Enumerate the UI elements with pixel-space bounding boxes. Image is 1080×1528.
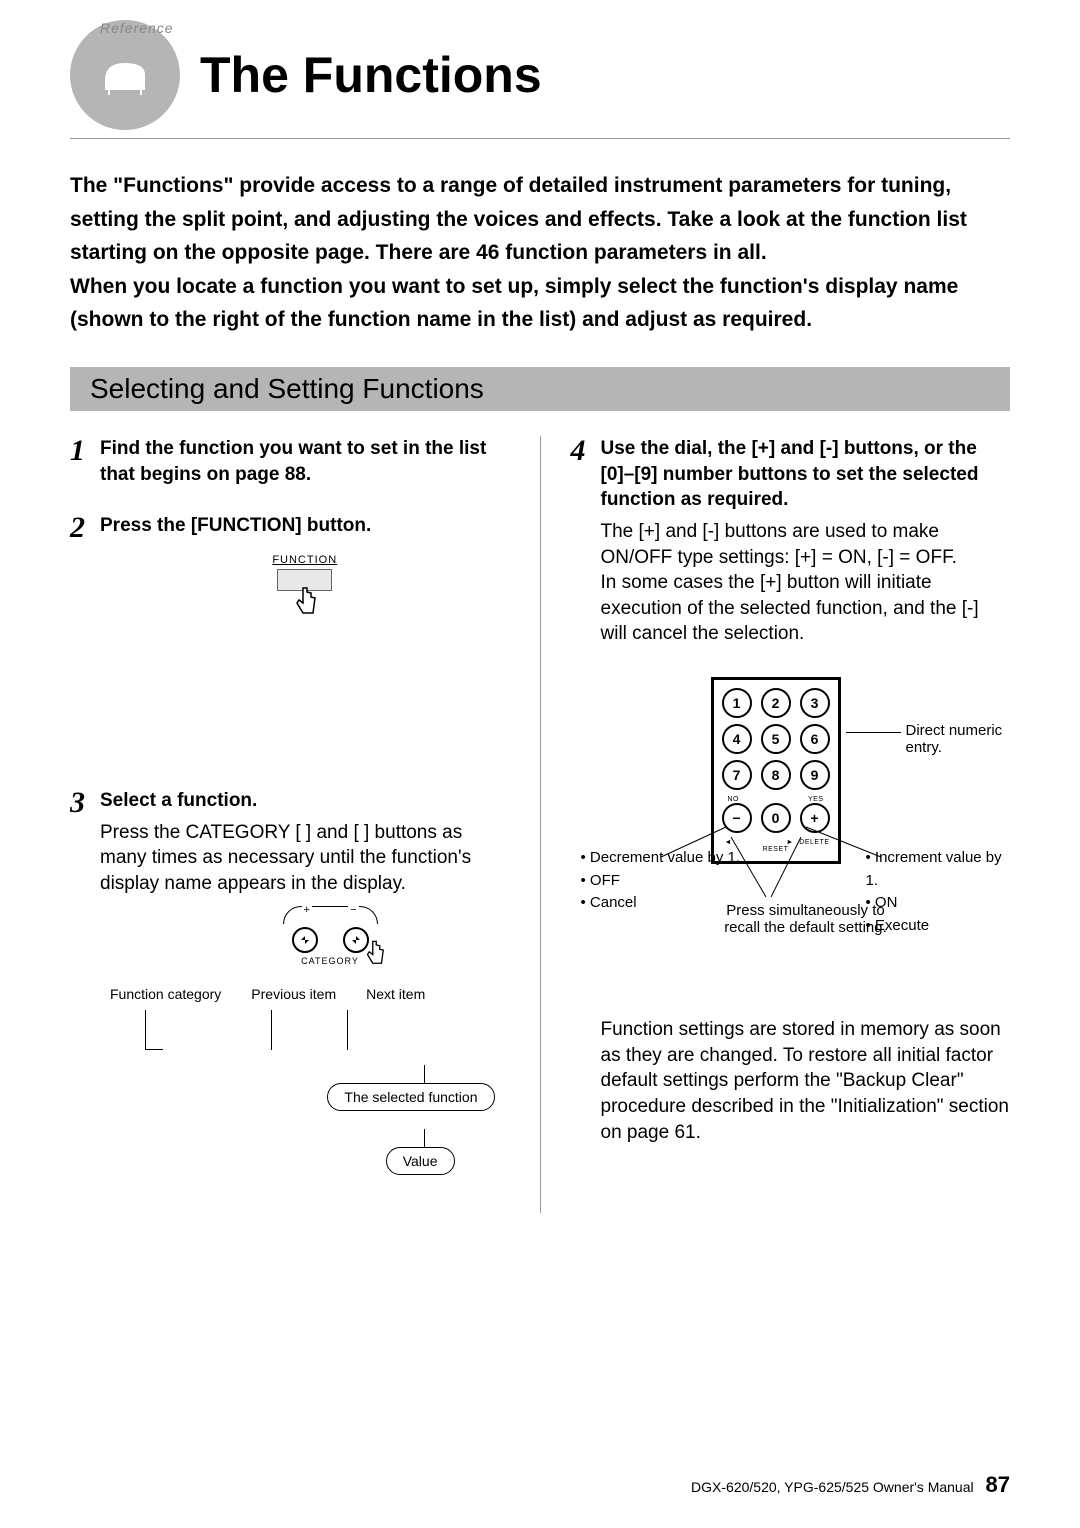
key-7: 7 <box>722 760 752 790</box>
step-4-text: The [+] and [-] buttons are used to make… <box>601 519 1011 647</box>
key-4: 4 <box>722 724 752 754</box>
step-2-head: Press the [FUNCTION] button. <box>100 513 510 539</box>
page-number: 87 <box>986 1472 1010 1497</box>
function-label: FUNCTION <box>100 554 510 566</box>
intro-text: The "Functions" provide access to a rang… <box>70 169 1010 337</box>
selected-function-callout: The selected function <box>100 1065 495 1111</box>
step-2: 2 Press the [FUNCTION] button. FUNCTION <box>70 513 510 688</box>
category-figure: CATEGORY <box>240 906 420 966</box>
reset-note: Press simultaneously to recall the defau… <box>716 902 896 936</box>
bullet-item: • Decrement value by 1. <box>581 847 741 870</box>
step-4-head: Use the dial, the [+] and [-] buttons, o… <box>601 436 1011 513</box>
hand-icon <box>357 937 392 972</box>
legend-row: Function category Previous item Next ite… <box>110 986 510 1002</box>
pill-value: Value <box>386 1147 455 1175</box>
section-heading: Selecting and Setting Functions <box>70 367 1010 411</box>
piano-icon <box>100 55 150 95</box>
legend-a: Function category <box>110 986 221 1002</box>
hand-icon <box>285 583 325 623</box>
category-back-icon <box>292 927 318 953</box>
yes-label: YES <box>808 796 824 803</box>
memory-note: Function settings are stored in memory a… <box>601 1017 1011 1145</box>
step-3-head: Select a function. <box>100 788 510 814</box>
badge-label: Reference <box>100 20 174 36</box>
legend-b: Previous item <box>251 986 336 1002</box>
category-label: CATEGORY <box>240 956 420 966</box>
step-number: 4 <box>571 436 601 1145</box>
manual-name: DGX-620/520, YPG-625/525 Owner's Manual <box>691 1479 974 1495</box>
page-header: Reference The Functions <box>70 20 1010 139</box>
key-2: 2 <box>761 688 791 718</box>
pill-selected-function: The selected function <box>327 1083 494 1111</box>
function-button-figure: FUNCTION <box>100 554 510 628</box>
direct-entry-label: Direct numeric entry. <box>906 722 1016 756</box>
step-number: 2 <box>70 513 100 688</box>
key-1: 1 <box>722 688 752 718</box>
page-title: The Functions <box>200 46 542 104</box>
step-4: 4 Use the dial, the [+] and [-] buttons,… <box>571 436 1011 1145</box>
key-6: 6 <box>800 724 830 754</box>
step-number: 3 <box>70 788 100 1194</box>
step-1: 1 Find the function you want to set in t… <box>70 436 510 493</box>
keypad-figure: 1 2 3 4 5 6 7 8 <box>601 677 1011 957</box>
key-8: 8 <box>761 760 791 790</box>
key-3: 3 <box>800 688 830 718</box>
key-5: 5 <box>761 724 791 754</box>
key-9: 9 <box>800 760 830 790</box>
legend-ticks <box>145 1010 510 1050</box>
legend-c: Next item <box>366 986 425 1002</box>
bullet-item: • OFF <box>581 870 741 893</box>
no-label: NO <box>728 796 740 803</box>
page-footer: DGX-620/520, YPG-625/525 Owner's Manual … <box>691 1472 1010 1498</box>
step-1-head: Find the function you want to set in the… <box>100 436 510 487</box>
bullet-item: • Increment value by 1. <box>866 847 1011 892</box>
reference-badge: Reference <box>70 20 180 130</box>
step-3: 3 Select a function. Press the CATEGORY … <box>70 788 510 1194</box>
step-3-text: Press the CATEGORY [ ] and [ ] buttons a… <box>100 820 510 897</box>
step-number: 1 <box>70 436 100 493</box>
value-callout: Value <box>100 1129 455 1175</box>
